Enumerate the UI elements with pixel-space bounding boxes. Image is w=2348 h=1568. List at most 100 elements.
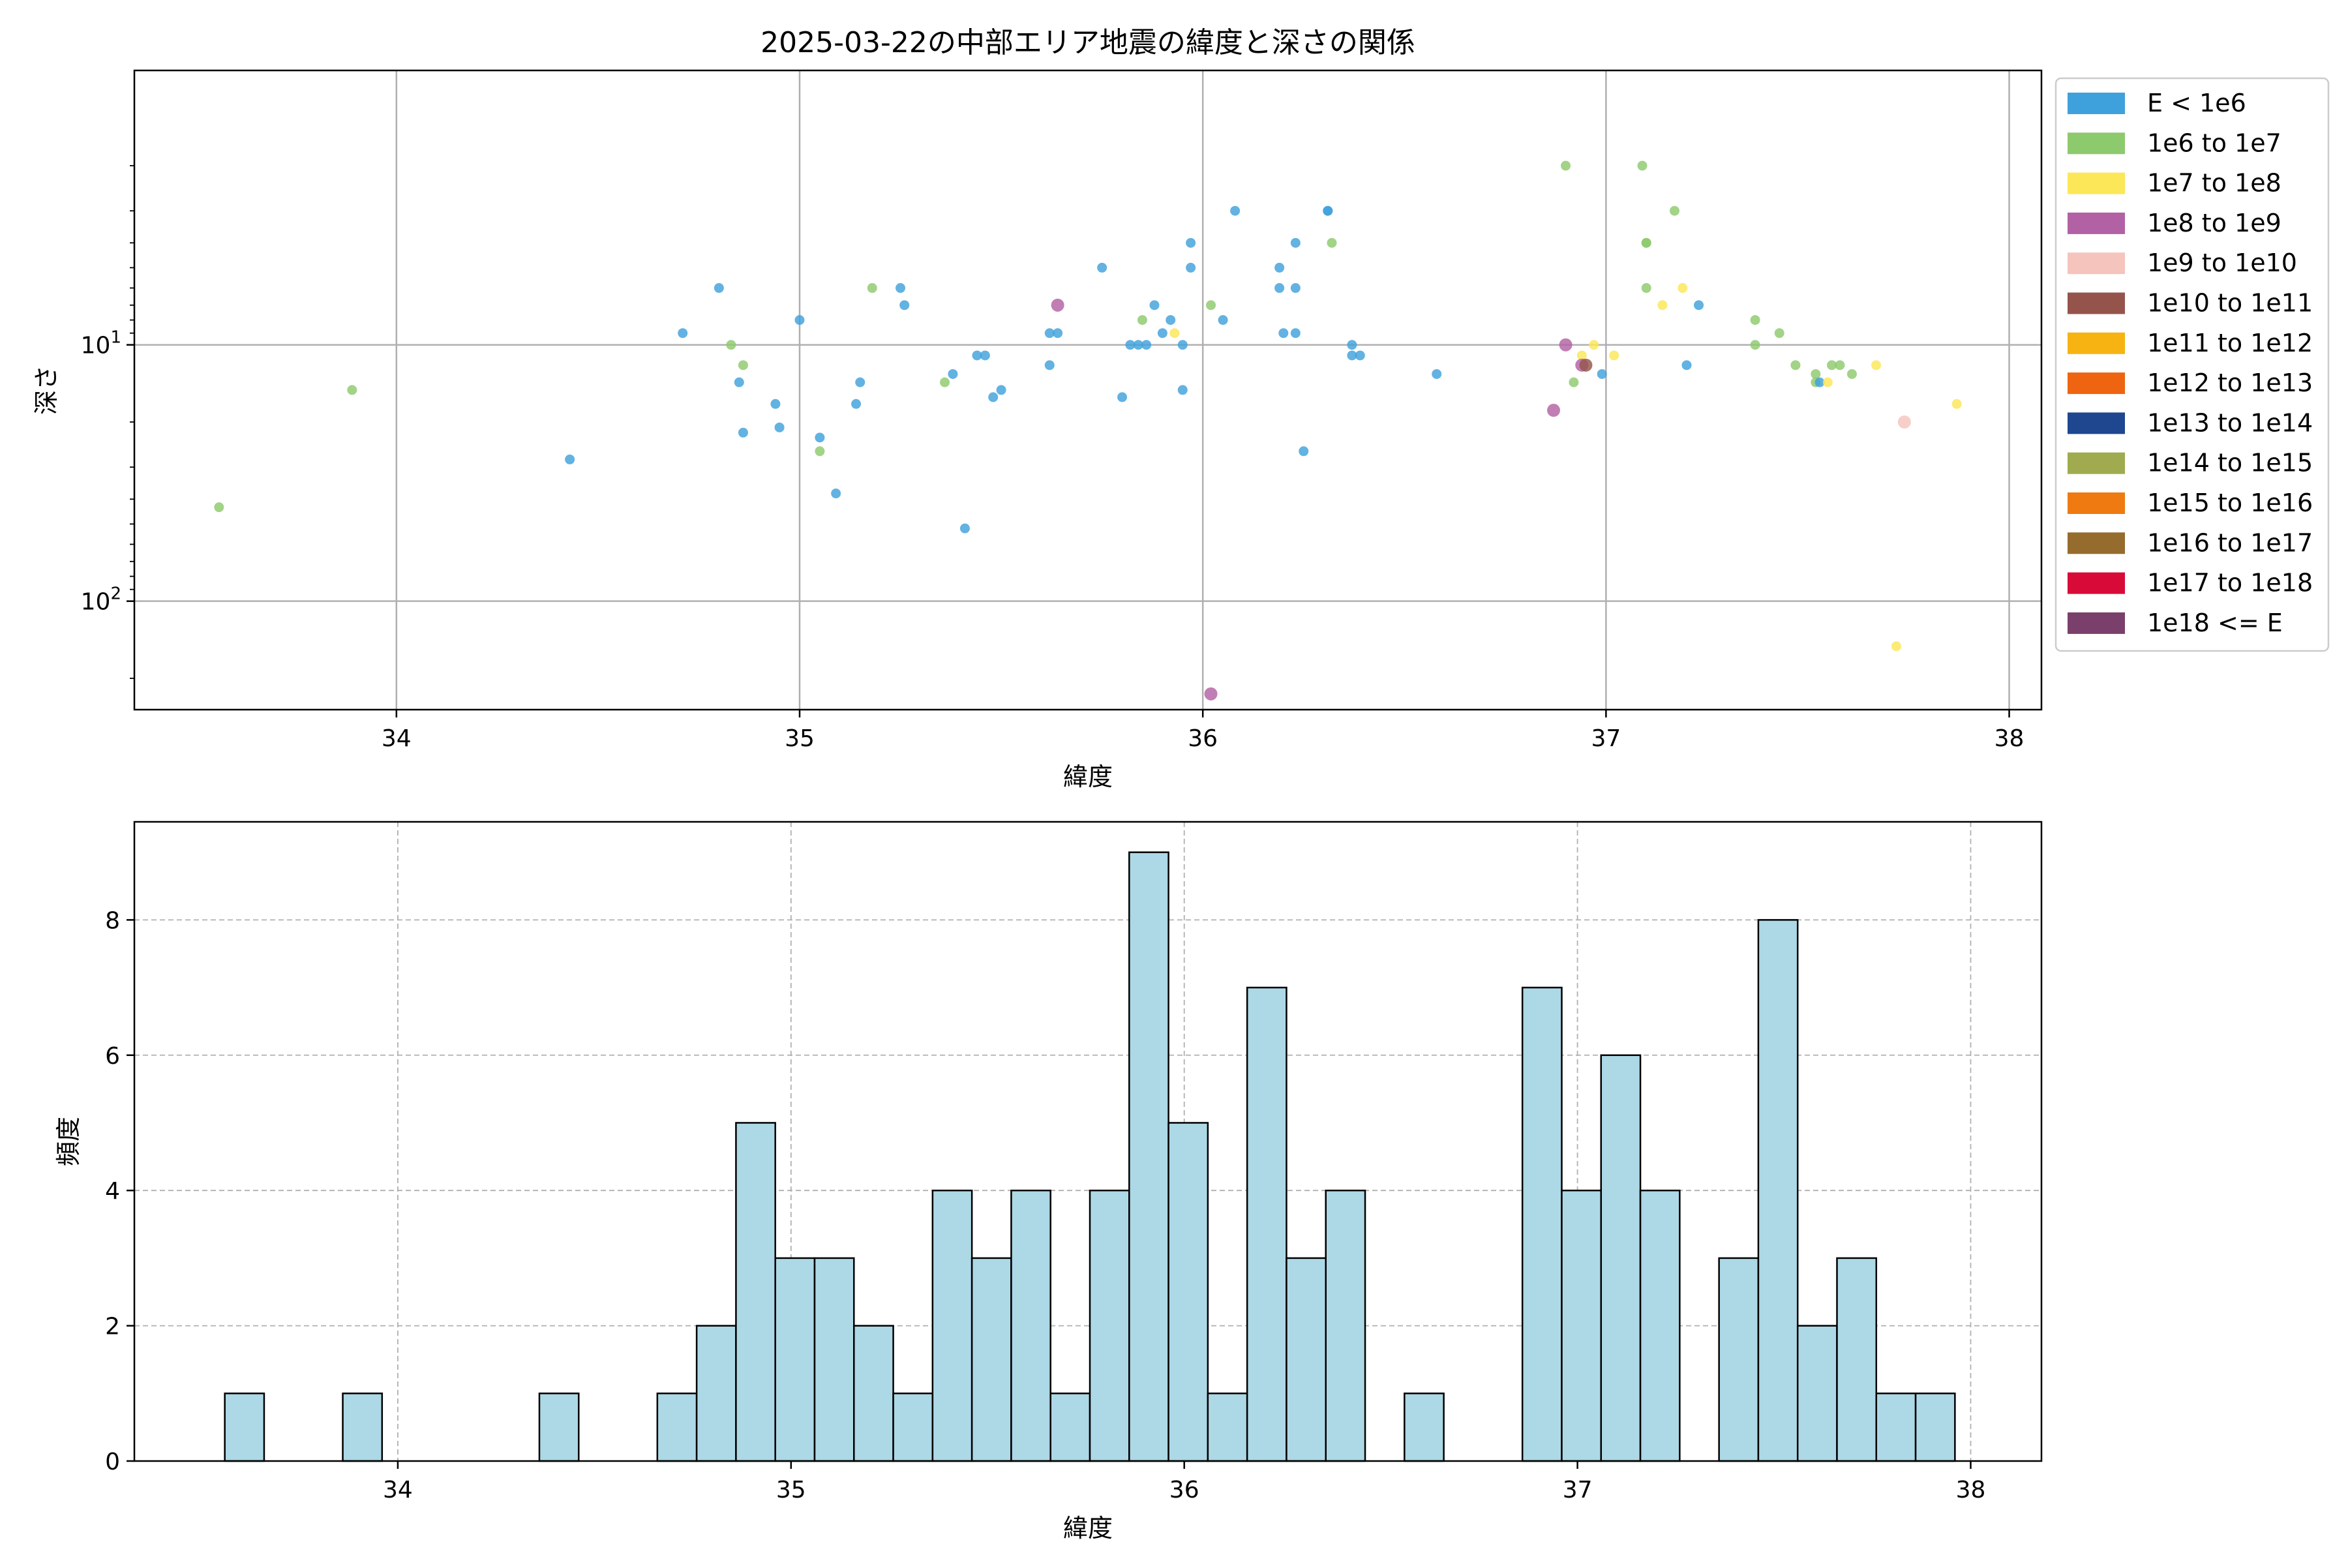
scatter-point [1678,283,1688,294]
scatter-point [972,350,982,361]
scatter-point [1559,338,1573,352]
histogram-bar [656,1393,698,1462]
scatter-point [1750,340,1760,350]
legend-label: 1e15 to 1e16 [2147,489,2313,517]
histogram-x-tick-label: 38 [1956,1477,1986,1503]
histogram-bar [1404,1393,1445,1462]
scatter-point [738,360,748,370]
scatter-point [565,454,575,464]
scatter-point [1230,205,1241,216]
scatter-y-ticks: 101 102 [81,165,134,679]
scatter-point [1951,399,1962,409]
scatter-point [1637,160,1648,171]
scatter-point [1290,328,1301,339]
scatter-point [1299,446,1309,457]
scatter-point [1681,360,1692,370]
scatter-point [1669,205,1679,216]
scatter-point [940,377,950,387]
scatter-point [1044,360,1055,370]
histogram-y-tick-label: 8 [105,907,120,934]
scatter-point [734,377,744,387]
scatter-point [1137,315,1147,325]
histogram-bar [1167,1122,1209,1462]
legend-swatch [2068,572,2125,594]
scatter-point [347,385,357,395]
scatter-point [899,300,910,310]
legend-swatch [2068,212,2125,234]
legend-label: 1e13 to 1e14 [2147,408,2313,437]
histogram-bar [1207,1393,1248,1462]
histogram-x-tick-label: 34 [383,1477,413,1503]
scatter-point [1044,328,1055,339]
scatter-point [815,432,825,443]
legend-label: 1e6 to 1e7 [2147,128,2281,157]
scatter-point [774,422,785,432]
histogram-bar [1836,1257,1878,1462]
histogram-bar [1325,1189,1366,1462]
scatter-point [1347,340,1357,350]
histogram-bar [1286,1257,1327,1462]
legend-label: 1e11 to 1e12 [2147,329,2313,357]
legend-label: 1e16 to 1e17 [2147,528,2313,557]
histogram-plot-frame [133,821,2043,1462]
scatter-point [1790,360,1801,370]
scatter-point [1846,369,1857,379]
histogram-bars [224,851,1956,1462]
histogram-bar [1757,919,1799,1462]
scatter-point [851,399,862,409]
scatter-point [794,315,805,325]
scatter-point [1327,237,1337,248]
legend-label: 1e14 to 1e15 [2147,449,2313,477]
histogram-x-ticks: 34 35 36 37 38 [383,1461,1985,1503]
scatter-point [738,427,748,438]
scatter-point [1157,328,1167,339]
scatter-point [896,283,906,294]
histogram-x-tick-label: 36 [1169,1477,1199,1503]
legend-swatch [2068,252,2125,275]
scatter-point [831,489,841,499]
histogram-bar [853,1325,894,1462]
histogram-bar [1914,1393,1956,1462]
legend-swatch [2068,372,2125,395]
histogram-bar [1010,1189,1051,1462]
scatter-point [980,350,990,361]
legend-label: 1e7 to 1e8 [2147,169,2281,198]
scatter-point [1576,350,1587,361]
scatter-point [815,446,825,457]
scatter-point [1053,328,1063,339]
scatter-point [1097,262,1107,273]
scatter-point [1641,237,1651,248]
scatter-point [1597,369,1607,379]
scatter-point [1347,350,1357,361]
histogram-bar [695,1325,737,1462]
scatter-point [1274,283,1285,294]
histogram-bar [342,1393,384,1462]
legend-label: 1e10 to 1e11 [2147,289,2313,318]
scatter-title: 2025-03-22の中部エリア地震の緯度と深さの関係 [760,26,1415,59]
scatter-point [678,328,688,339]
histogram-x-tick-label: 35 [776,1477,806,1503]
histogram-x-axis-label: 緯度 [1063,1514,1113,1543]
scatter-x-tick-label: 37 [1591,725,1621,752]
histogram-y-ticks: 0 2 4 6 8 [105,907,134,1475]
histogram-bar [1600,1054,1642,1462]
scatter-y-tick-label: 102 [81,584,121,616]
histogram-y-axis-label: 頻度 [54,1117,83,1166]
legend-swatch [2068,172,2125,194]
scatter-x-ticks: 34 35 36 37 38 [382,710,2024,752]
histogram-bar [1718,1257,1760,1462]
scatter-point [996,385,1006,395]
histogram-bar [1796,1325,1838,1462]
histogram-y-tick-label: 4 [105,1178,120,1205]
legend-label: 1e12 to 1e13 [2147,369,2313,397]
scatter-point [1218,315,1228,325]
legend-swatch [2068,93,2125,114]
scatter-point [1657,300,1668,310]
legend-swatch [2068,132,2125,155]
legend-swatch [2068,292,2125,314]
scatter-point [1835,360,1845,370]
scatter-point [1897,415,1911,429]
legend-label: 1e9 to 1e10 [2147,249,2297,277]
